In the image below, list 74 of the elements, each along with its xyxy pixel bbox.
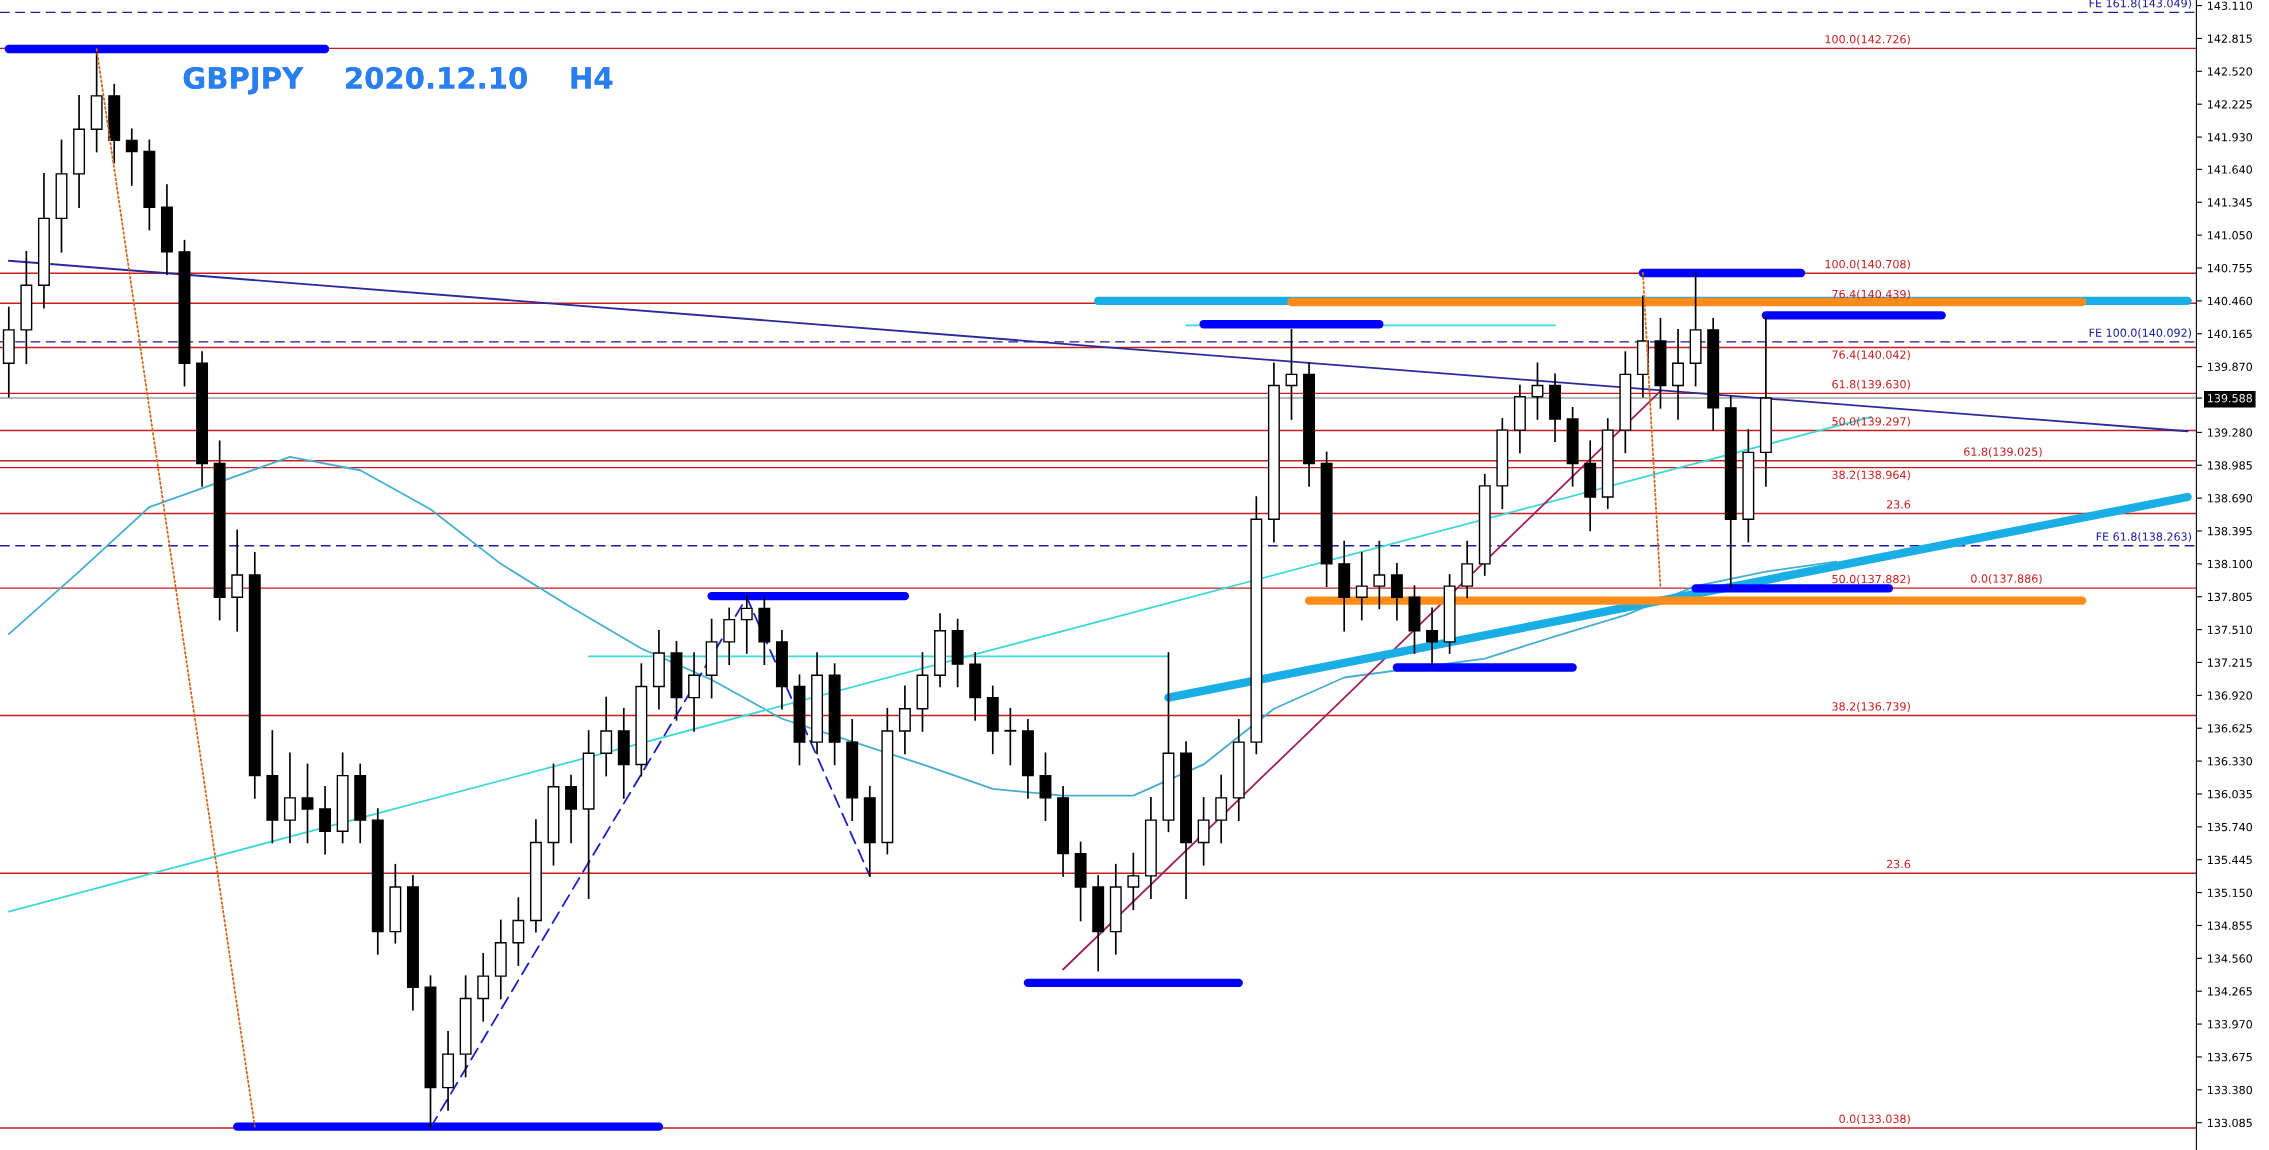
candlestick	[1672, 329, 1685, 420]
y-tick-label: 134.560	[2208, 954, 2253, 963]
candlestick	[740, 595, 753, 654]
ref-line-label: 50.0(137.882)	[1832, 574, 1910, 585]
ref-line-label: 38.2(136.739)	[1832, 702, 1910, 712]
candlestick	[723, 607, 736, 665]
y-tick-label: 141.345	[2208, 198, 2252, 207]
y-tick-label: 134.855	[2208, 921, 2252, 930]
y-tick-label: 138.395	[2208, 526, 2252, 536]
y-tick-label: 139.280	[2208, 428, 2253, 437]
y-tick-label: 135.150	[2208, 888, 2253, 897]
candlestick	[600, 696, 613, 777]
y-tick-label: 135.445	[2208, 855, 2252, 865]
candlestick	[1215, 774, 1228, 844]
y-tick-label: 133.675	[2208, 1052, 2252, 1062]
y-tick-label: 138.690	[2208, 494, 2253, 503]
candlestick	[1039, 752, 1052, 821]
y-tick-label: 142.520	[2208, 67, 2253, 76]
ref-line-label: 100.0(142.726)	[1825, 34, 1910, 45]
y-tick-label: 136.625	[2208, 724, 2252, 733]
y-tick-label: 137.805	[2208, 592, 2252, 602]
y-tick-label: 133.970	[2208, 1020, 2253, 1029]
y-tick-label: 135.740	[2208, 822, 2253, 832]
candlestick	[1127, 852, 1140, 911]
annotation: 0.0(137.886)	[1971, 574, 2042, 585]
y-tick-label: 140.460	[2208, 296, 2253, 306]
ref-line-label: 100.0(140.708)	[1825, 259, 1910, 270]
ref-line-label: 0.0(133.038)	[1839, 1114, 1910, 1125]
ref-line-label: 38.2(138.964)	[1832, 470, 1910, 481]
y-tick-label: 142.225	[2208, 100, 2252, 109]
y-tick-label: 136.035	[2208, 789, 2252, 799]
y-tick-label: 142.815	[2208, 34, 2252, 43]
candlestick	[1004, 707, 1017, 766]
candlestick	[319, 785, 332, 855]
ref-line-label: FE 100.0(140.092)	[2089, 328, 2192, 339]
candlestick	[283, 752, 296, 844]
candlestick	[1197, 797, 1210, 866]
y-tick-label: 134.265	[2208, 987, 2252, 996]
y-tick-label: 136.920	[2208, 691, 2253, 700]
ref-line-label: 61.8(139.025)	[1964, 447, 2042, 458]
candlestick	[565, 774, 578, 844]
y-tick-label: 141.930	[2208, 133, 2253, 142]
ref-line-label: FE 61.8(138.263)	[2096, 532, 2192, 543]
candlestick	[688, 652, 701, 732]
y-tick-label: 133.380	[2208, 1085, 2253, 1095]
candlestick	[1461, 540, 1474, 599]
y-tick-label: 141.050	[2208, 231, 2253, 240]
annotation: 23.6	[1886, 859, 1911, 869]
candlestick	[1355, 551, 1368, 621]
y-tick-label: 139.870	[2208, 362, 2253, 371]
candlestick	[301, 763, 314, 844]
y-tick-label: 138.985	[2208, 461, 2252, 470]
y-tick-label: 140.755	[2208, 263, 2252, 273]
y-tick-label: 137.510	[2208, 625, 2253, 634]
candlestick	[477, 953, 490, 1022]
ref-line-label: 76.4(140.042)	[1832, 350, 1910, 361]
y-tick-label: 138.100	[2208, 559, 2253, 569]
candlestick	[512, 897, 525, 966]
candlestick	[231, 529, 244, 632]
candlestick	[1426, 607, 1439, 665]
y-tick-label: 133.085	[2208, 1118, 2252, 1128]
y-tick-label: 136.330	[2208, 757, 2253, 766]
candlestick	[125, 128, 138, 186]
candlestick	[898, 685, 911, 755]
annotation: 23.6	[1886, 500, 1911, 509]
text: GBPJPY 2020.12.10 H4	[183, 66, 613, 95]
ref-line-label: 61.8(139.630)	[1832, 379, 1910, 390]
y-tick-label: 143.110	[2208, 1, 2253, 10]
candlestick	[1373, 540, 1386, 610]
y-tick-label: 140.165	[2208, 329, 2252, 339]
candlestick	[1390, 563, 1403, 621]
y-tick-label: 137.215	[2208, 658, 2252, 667]
y-tick-label: 141.640	[2208, 165, 2253, 174]
y-tick-label: 139.588	[2208, 394, 2252, 403]
